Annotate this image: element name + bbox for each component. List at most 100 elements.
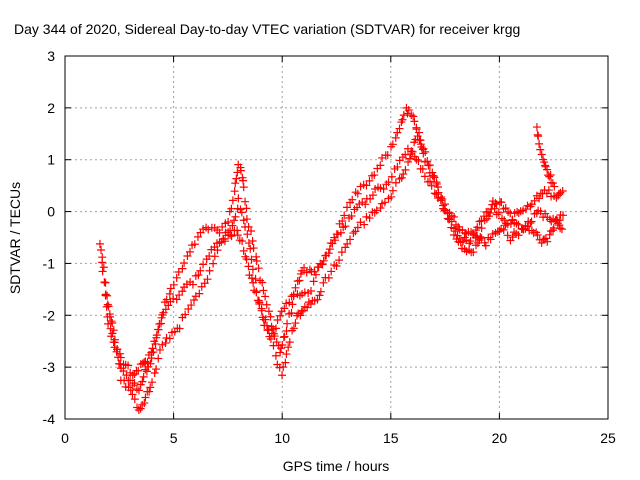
data-point xyxy=(325,245,334,254)
data-point xyxy=(393,162,402,171)
axis-ticks xyxy=(64,55,609,420)
data-point xyxy=(255,300,264,309)
data-point xyxy=(115,349,124,358)
data-point xyxy=(336,228,345,237)
data-point xyxy=(449,231,458,240)
data-point xyxy=(439,201,448,210)
data-point xyxy=(128,381,137,390)
data-point xyxy=(434,182,443,191)
data-point xyxy=(544,186,553,195)
data-point xyxy=(316,287,325,296)
y-tick-label: -3 xyxy=(43,359,56,375)
data-point xyxy=(293,277,302,286)
data-point xyxy=(407,111,416,120)
data-point xyxy=(283,319,292,328)
data-point xyxy=(541,234,550,243)
data-point xyxy=(238,237,247,246)
data-point xyxy=(130,395,139,404)
data-point xyxy=(114,359,123,368)
data-point xyxy=(432,190,441,199)
data-point xyxy=(532,123,541,132)
y-tick-label: -2 xyxy=(43,307,56,323)
data-point xyxy=(146,383,155,392)
data-point xyxy=(124,361,133,370)
data-point xyxy=(404,106,413,115)
data-point xyxy=(242,204,251,213)
data-point xyxy=(282,350,291,359)
data-point xyxy=(299,306,308,315)
data-point xyxy=(180,258,189,267)
data-point xyxy=(264,307,273,316)
data-point xyxy=(535,139,544,148)
data-point xyxy=(138,377,147,386)
data-point xyxy=(362,181,371,190)
data-point xyxy=(450,212,459,221)
data-point xyxy=(289,292,298,301)
data-point xyxy=(398,115,407,124)
data-point xyxy=(305,265,314,274)
data-point xyxy=(174,267,183,276)
data-point xyxy=(95,239,104,248)
data-point xyxy=(178,264,187,273)
data-point xyxy=(220,237,229,246)
data-point xyxy=(226,226,235,235)
data-point xyxy=(499,225,508,234)
data-point xyxy=(555,216,564,225)
data-point xyxy=(393,128,402,137)
data-point xyxy=(542,189,551,198)
data-point xyxy=(231,212,240,221)
data-point xyxy=(247,255,256,264)
data-point xyxy=(263,326,272,335)
data-point xyxy=(258,278,267,287)
data-point xyxy=(231,179,240,188)
data-point xyxy=(239,246,248,255)
data-point xyxy=(545,172,554,181)
data-point xyxy=(543,237,552,246)
data-point xyxy=(319,256,328,265)
data-point xyxy=(260,321,269,330)
data-point xyxy=(481,241,490,250)
data-point xyxy=(280,304,289,313)
data-point xyxy=(287,309,296,318)
data-point xyxy=(154,354,163,363)
data-point xyxy=(105,310,114,319)
data-point xyxy=(205,266,214,275)
data-point xyxy=(391,178,400,187)
data-point xyxy=(430,173,439,182)
data-point xyxy=(405,154,414,163)
data-point xyxy=(508,233,517,242)
data-point xyxy=(136,404,145,413)
data-point xyxy=(488,200,497,209)
data-point xyxy=(486,235,495,244)
data-point xyxy=(460,228,469,237)
data-point xyxy=(335,256,344,265)
data-point xyxy=(241,223,250,232)
data-point xyxy=(341,243,350,252)
data-point xyxy=(445,215,454,224)
x-tick-label: 0 xyxy=(61,430,69,446)
data-point xyxy=(414,157,423,166)
data-point xyxy=(246,244,255,253)
data-point xyxy=(99,263,108,272)
data-point xyxy=(500,216,509,225)
data-point xyxy=(557,225,566,234)
data-point xyxy=(130,379,139,388)
data-point xyxy=(550,182,559,191)
data-point xyxy=(387,192,396,201)
chart-title: Day 344 of 2020, Sidereal Day-to-day VTE… xyxy=(14,21,520,37)
data-point xyxy=(300,288,309,297)
x-tick-label: 5 xyxy=(170,430,178,446)
data-point xyxy=(141,393,150,402)
data-point xyxy=(469,248,478,257)
data-point xyxy=(266,312,275,321)
data-point xyxy=(432,178,441,187)
data-point xyxy=(134,386,143,395)
data-point xyxy=(304,298,313,307)
data-point xyxy=(545,230,554,239)
data-point xyxy=(224,228,233,237)
y-tick-label: -4 xyxy=(43,411,56,427)
data-point xyxy=(132,385,141,394)
data-point xyxy=(300,263,309,272)
data-point xyxy=(193,232,202,241)
plot-points xyxy=(95,103,567,415)
